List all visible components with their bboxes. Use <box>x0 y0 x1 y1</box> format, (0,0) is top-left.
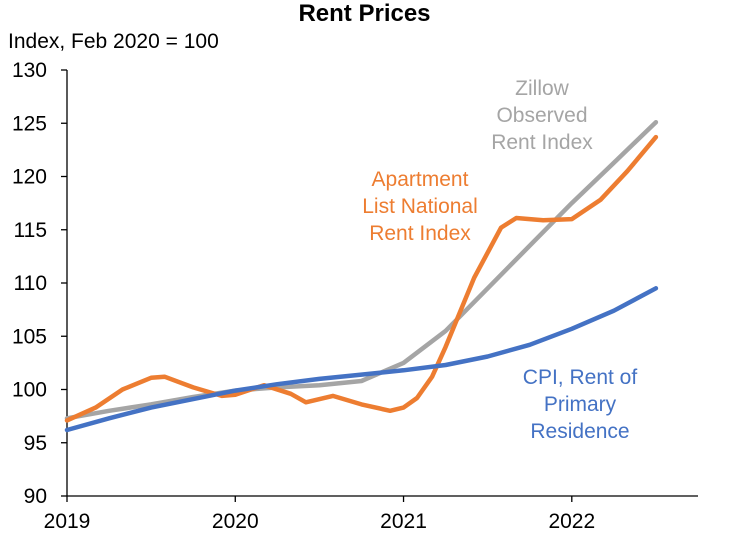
x-tick-label: 2022 <box>548 510 595 533</box>
line-chart: 9095100105110115120125130 2019 2020 2021 20… <box>0 0 729 542</box>
series-label-line: Rent Index <box>369 222 471 245</box>
x-tick-labels: 2019 2020 2021 2022 <box>44 510 596 533</box>
y-tick-label: 95 <box>24 432 47 455</box>
y-tick-label: 115 <box>14 219 47 242</box>
series-label-line: Rent Index <box>491 131 593 154</box>
series-label-zillow-observed-rent-index: Zillow Observed Rent Index <box>491 77 593 154</box>
series-label-line: List National <box>362 195 478 218</box>
series-label-line: CPI, Rent of <box>523 366 638 389</box>
y-tick-labels: 90 95 100 105 110 115 120 125 130 <box>12 59 47 508</box>
series-label-line: Apartment <box>372 168 469 191</box>
y-tick-label: 105 <box>12 325 47 348</box>
series-label-line: Observed <box>496 104 587 127</box>
x-tick-label: 2020 <box>212 510 259 533</box>
series-label-line: Zillow <box>515 77 570 100</box>
y-tick-label: 125 <box>12 112 47 135</box>
y-tick-label: 90 <box>24 485 47 508</box>
y-tick-label: 120 <box>12 166 47 189</box>
y-tick-label: 100 <box>12 379 47 402</box>
series-label-line: Primary <box>544 393 617 416</box>
x-tick-label: 2019 <box>44 510 91 533</box>
series-labels: Zillow Observed Rent Index Apartment List Na… <box>362 77 637 443</box>
series-label-line: Residence <box>530 420 629 443</box>
series-label-cpi-rent-of-primary-residence: CPI, Rent of Primary Residence <box>523 366 638 443</box>
y-tick-label: 130 <box>12 59 47 82</box>
series-label-apartment-list-national-rent-index: Apartment List National Rent Index <box>362 168 478 245</box>
x-tick-label: 2021 <box>380 510 427 533</box>
y-tick-label: 110 <box>14 272 47 295</box>
